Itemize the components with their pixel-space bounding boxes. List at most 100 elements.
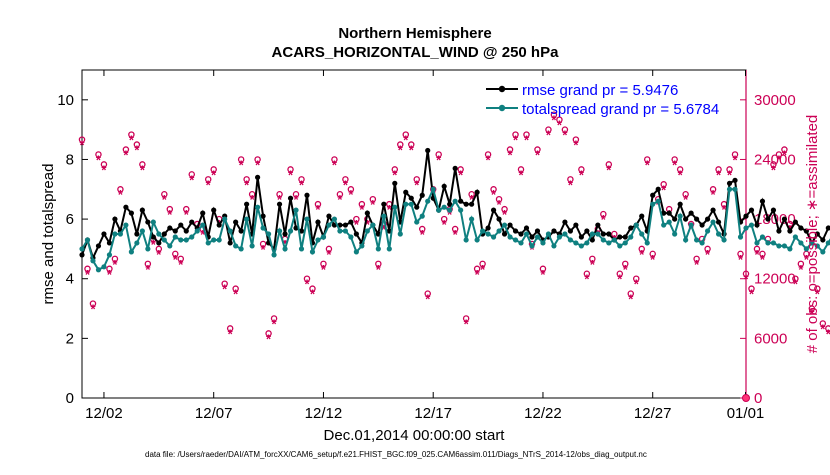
x-tick-label: 12/27 xyxy=(634,405,672,422)
obs-possible-marker xyxy=(676,166,684,173)
x-tick-label: 01/01 xyxy=(727,405,765,422)
obs-assimilated-marker: * xyxy=(469,192,475,207)
obs-assimilated-marker: * xyxy=(436,152,442,167)
obs-possible-marker xyxy=(172,250,179,258)
rmse-point xyxy=(282,231,288,237)
obs-possible-marker xyxy=(287,166,294,173)
x-axis-ticks: 12/02 12/07 12/12 12/17 12/22 12/27 01/01 xyxy=(85,70,764,422)
obs-possible-marker xyxy=(221,280,228,287)
obs-assimilated-marker: * xyxy=(409,143,415,158)
obs-possible-marker xyxy=(545,126,552,133)
obs-possible-marker xyxy=(479,260,486,268)
legend-rmse-label: rmse grand pr = 5.9476 xyxy=(522,82,678,99)
obs-assimilated-marker: * xyxy=(475,267,481,282)
obs-assimilated-marker: * xyxy=(606,162,612,177)
obs-possible-marker xyxy=(232,285,239,292)
obs-possible-marker xyxy=(424,290,431,297)
obs-assimilated-marker: * xyxy=(524,133,530,148)
obs-possible-marker xyxy=(303,275,311,282)
y2-axis-label: # of obs: o=possible; ∗=assimilated xyxy=(804,115,821,354)
rmse-point xyxy=(452,165,458,171)
rmse-point xyxy=(650,192,656,198)
rmse-point xyxy=(211,207,217,213)
totalspread-point xyxy=(600,237,606,243)
obs-assimilated-marker: * xyxy=(711,187,717,202)
obs-possible-marker xyxy=(248,190,256,198)
totalspread-point xyxy=(244,216,250,222)
obs-assimilated-marker: * xyxy=(304,277,310,292)
totalspread-line xyxy=(81,186,830,272)
rmse-point xyxy=(227,240,233,246)
rmse-point xyxy=(381,201,387,207)
obs-possible-marker xyxy=(188,171,196,178)
obs-assimilated-marker: * xyxy=(211,167,217,182)
x-tick-label: 12/07 xyxy=(195,405,233,422)
obs-possible-marker xyxy=(627,290,635,297)
totalspread-point xyxy=(639,231,645,237)
obs-assimilated-marker: * xyxy=(315,202,321,217)
totalspread-point xyxy=(255,204,261,210)
obs-assimilated-marker: * xyxy=(376,262,382,277)
obs-assimilated-marker: * xyxy=(337,192,343,207)
obs-assimilated-marker: * xyxy=(326,247,332,262)
totalspread-point xyxy=(770,240,777,246)
totalspread-point xyxy=(787,246,793,252)
obs-possible-marker xyxy=(166,205,174,213)
obs-possible-marker xyxy=(336,190,344,198)
obs-assimilated-marker: * xyxy=(738,252,744,267)
rmse-point xyxy=(414,204,420,210)
obs-assimilated-marker: * xyxy=(354,217,360,232)
totalspread-point xyxy=(611,237,617,243)
rmse-point xyxy=(95,243,102,249)
obs-assimilated-marker: * xyxy=(486,152,492,167)
obs-possible-marker xyxy=(298,176,305,183)
totalspread-point xyxy=(584,240,590,246)
rmse-point xyxy=(79,252,85,258)
totalspread-point xyxy=(551,243,557,249)
obs-assimilated-marker: * xyxy=(672,157,678,172)
totalspread-point xyxy=(79,246,85,252)
obs-possible-marker xyxy=(342,176,349,183)
totalspread-point xyxy=(732,186,738,192)
totalspread-point xyxy=(562,231,568,237)
obs-assimilated-marker: * xyxy=(634,277,640,292)
rmse-point xyxy=(293,225,299,231)
rmse-point xyxy=(260,213,266,219)
totalspread-point xyxy=(167,243,173,249)
totalspread-point xyxy=(304,216,310,222)
totalspread-point xyxy=(809,240,815,246)
totalspread-point xyxy=(359,243,365,249)
totalspread-point xyxy=(798,240,804,246)
rmse-point xyxy=(326,213,332,219)
rmse-point xyxy=(639,213,645,219)
totalspread-point xyxy=(792,234,798,240)
obs-assimilated-marker: * xyxy=(123,147,129,162)
totalspread-point xyxy=(227,228,233,234)
obs-assimilated-marker: * xyxy=(96,152,102,167)
y-tick-label: 10 xyxy=(57,92,74,109)
obs-possible-marker xyxy=(517,166,525,173)
rmse-point xyxy=(726,180,733,186)
obs-possible-marker xyxy=(204,176,212,183)
rmse-point xyxy=(392,180,398,186)
totalspread-point xyxy=(507,234,513,240)
rmse-point xyxy=(798,225,804,231)
obs-assimilated-marker: * xyxy=(722,202,728,217)
rmse-point xyxy=(458,198,464,204)
rmse-point xyxy=(704,216,711,222)
obs-possible-marker xyxy=(731,151,739,158)
totalspread-point xyxy=(216,237,222,243)
totalspread-point xyxy=(293,207,299,213)
totalspread-point xyxy=(84,237,91,243)
obs-assimilated-marker: * xyxy=(101,162,107,177)
obs-assimilated-marker: * xyxy=(815,287,821,302)
x-axis-label: Dec.01,2014 00:00:00 start xyxy=(324,427,506,444)
obs-possible-marker xyxy=(418,225,426,233)
totalspread-point xyxy=(617,243,623,249)
obs-assimilated-marker: * xyxy=(749,287,755,302)
obs-assimilated-marker: * xyxy=(156,247,162,262)
rmse-point xyxy=(666,210,672,216)
obs-assimilated-marker: * xyxy=(321,262,327,277)
totalspread-point xyxy=(150,219,156,225)
obs-possible-marker xyxy=(589,255,596,263)
